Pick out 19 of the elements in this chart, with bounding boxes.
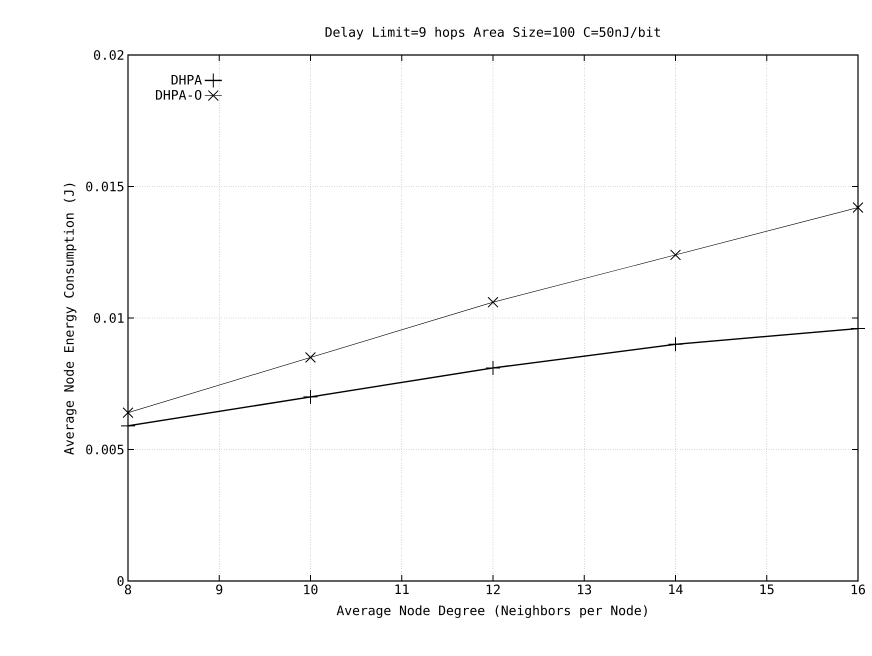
x-axis-title: Average Node Degree (Neighbors per Node) — [336, 605, 647, 618]
x-tick-label: 12 — [486, 584, 500, 594]
legend-label: DHPA-O — [156, 90, 202, 100]
legend-label: DHPA — [172, 74, 202, 84]
x-tick-label: 9 — [216, 584, 222, 594]
y-tick-label: 0.005 — [86, 444, 124, 454]
y-axis-title: Average Node Energy Consumption (J) — [64, 184, 76, 455]
x-tick-label: 10 — [304, 584, 318, 594]
x-tick-label: 13 — [578, 584, 592, 594]
y-tick-label: 0 — [117, 576, 124, 586]
chart-title: Delay Limit=9 hops Area Size=100 C=50nJ/bit — [326, 26, 660, 40]
x-tick-label: 14 — [669, 584, 683, 594]
x-tick-label: 16 — [852, 584, 865, 594]
x-tick-label: 15 — [760, 584, 774, 594]
y-tick-label: 0.01 — [94, 313, 124, 323]
y-tick-label: 0.015 — [86, 182, 124, 192]
y-tick-label: 0.02 — [94, 50, 124, 60]
x-tick-label: 8 — [124, 584, 132, 594]
x-tick-label: 11 — [395, 584, 409, 594]
